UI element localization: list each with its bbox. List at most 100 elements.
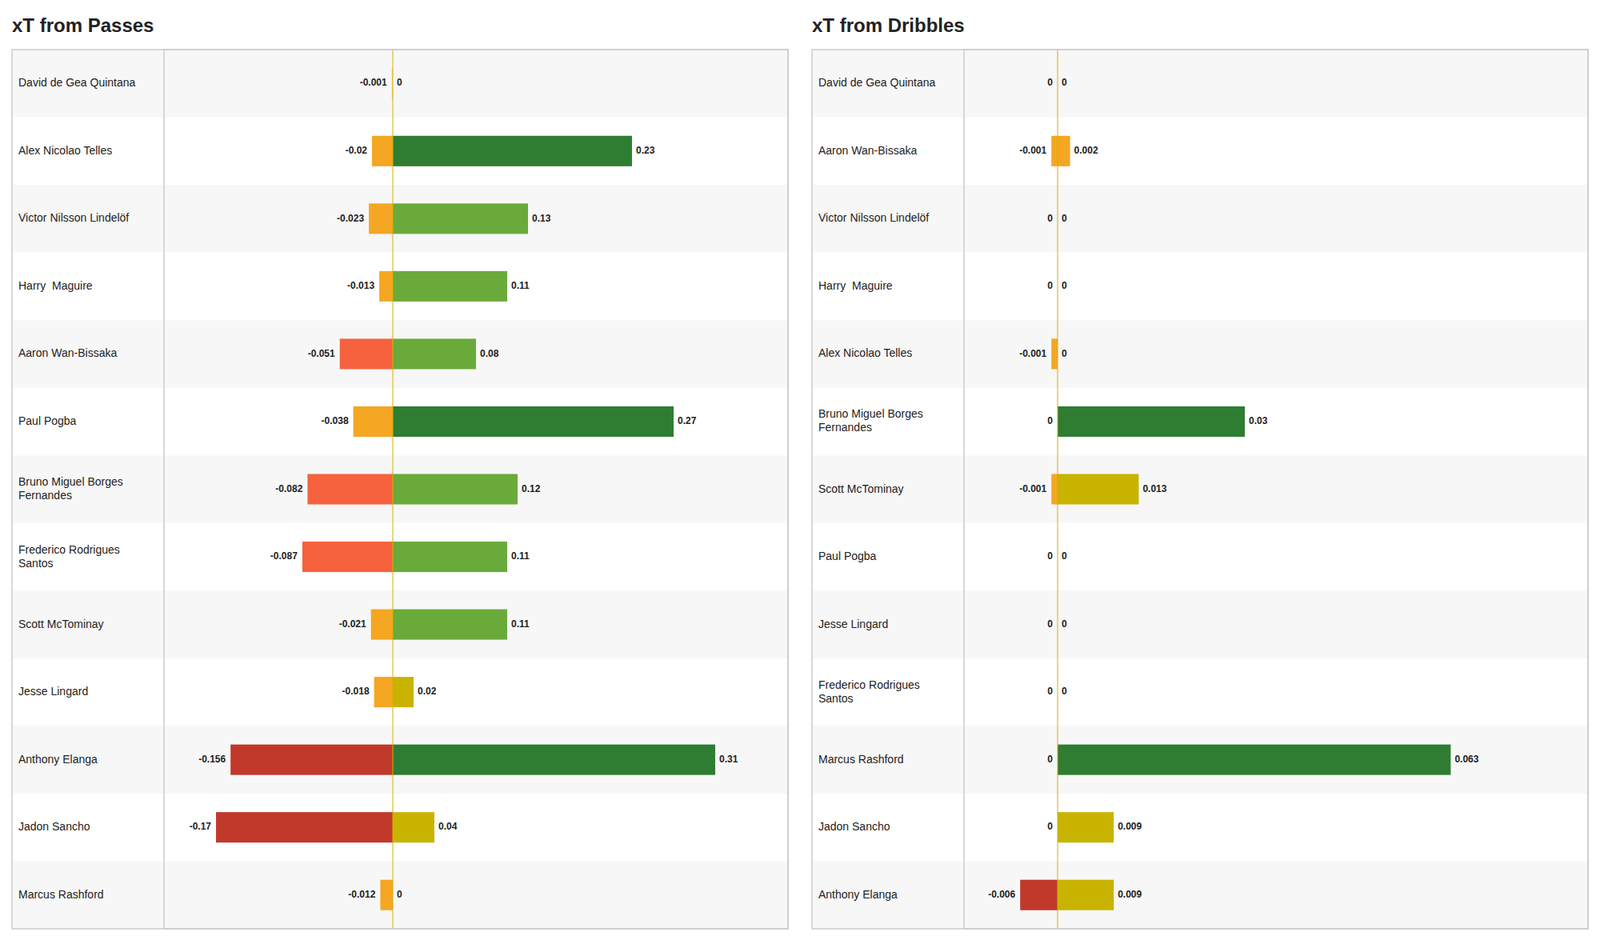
category-label: Jesse Lingard bbox=[18, 684, 88, 698]
category-label: Marcus Rashford bbox=[18, 887, 104, 900]
category-label-line: Paul Pogba bbox=[818, 549, 877, 563]
bar bbox=[1057, 406, 1245, 437]
data-label: 0.009 bbox=[1117, 888, 1142, 900]
data-label: -0.02 bbox=[345, 144, 368, 156]
data-label: 0.03 bbox=[1248, 415, 1268, 427]
category-label-line: Harry Maguire bbox=[18, 279, 93, 292]
row-background bbox=[12, 725, 788, 794]
data-label: 0.11 bbox=[511, 550, 530, 562]
chart-title: xT from Passes bbox=[12, 14, 154, 36]
category-label-line: Marcus Rashford bbox=[818, 752, 904, 765]
bar bbox=[392, 203, 528, 234]
category-label-line: David de Gea Quintana bbox=[18, 76, 136, 89]
bar bbox=[1057, 880, 1114, 911]
row-background bbox=[812, 725, 1588, 794]
data-label: -0.001 bbox=[1019, 483, 1047, 495]
data-label: -0.013 bbox=[347, 280, 375, 292]
bar bbox=[372, 136, 393, 167]
category-label: Paul Pogba bbox=[818, 549, 877, 563]
bar bbox=[230, 744, 393, 776]
data-label: 0 bbox=[1047, 550, 1053, 562]
row-background bbox=[12, 658, 788, 727]
bar bbox=[392, 812, 435, 843]
row-background bbox=[12, 388, 788, 456]
bar bbox=[353, 406, 393, 437]
bar bbox=[374, 676, 393, 708]
data-labels: -0.001 -0.02 -0.023 -0.013 -0.051 -0.038 -0.08… bbox=[189, 76, 739, 900]
category-label-line: Frederico Rodrigues bbox=[818, 677, 920, 691]
row-background bbox=[812, 49, 1588, 118]
data-label: 0.23 bbox=[636, 144, 656, 156]
row-background bbox=[12, 252, 788, 321]
bars bbox=[1020, 136, 1451, 911]
row-background bbox=[812, 455, 1588, 524]
data-label: -0.012 bbox=[348, 888, 376, 900]
data-label: -0.001 bbox=[360, 76, 388, 88]
data-label: 0 bbox=[396, 888, 403, 900]
category-label: David de Gea Quintana bbox=[818, 76, 936, 89]
category-label: Paul Pogba bbox=[18, 414, 77, 428]
data-label: 0 bbox=[1061, 618, 1068, 630]
data-label: 0.002 bbox=[1074, 144, 1099, 156]
row-background bbox=[812, 184, 1588, 253]
panel-border bbox=[12, 49, 788, 929]
chart-canvas: xT from Passes David de Gea Quintana Alex … bbox=[0, 0, 1600, 940]
category-label: Alex Nicolao Telles bbox=[818, 346, 912, 360]
data-label: -0.001 bbox=[1019, 348, 1047, 360]
category-label-line: Aaron Wan-Bissaka bbox=[818, 144, 917, 157]
row-background bbox=[812, 523, 1588, 592]
data-label: 0.013 bbox=[1142, 483, 1167, 495]
panel: xT from DribblesDavid de Gea QuintanaAar… bbox=[812, 14, 1588, 929]
category-label: Victor Nilsson Lindelöf bbox=[818, 211, 929, 224]
bar bbox=[1057, 812, 1114, 843]
data-label: 0.27 bbox=[677, 415, 697, 427]
category-label: Bruno Miguel BorgesFernandes bbox=[18, 475, 124, 502]
category-label-line: Victor Nilsson Lindelöf bbox=[818, 211, 929, 224]
row-background bbox=[812, 320, 1588, 388]
category-label: Jadon Sancho bbox=[818, 820, 891, 833]
category-label: Victor Nilsson Lindelöf bbox=[18, 211, 129, 224]
data-label: 0.04 bbox=[438, 820, 458, 832]
category-label-line: Scott McTominay bbox=[18, 616, 104, 630]
zero-line bbox=[1057, 49, 1059, 929]
data-label: -0.087 bbox=[270, 550, 298, 562]
data-labels: 0-0.00100-0.0010-0.00100000-0.00600.0020… bbox=[988, 76, 1480, 900]
data-label: -0.082 bbox=[275, 483, 303, 495]
data-label: -0.021 bbox=[339, 618, 367, 630]
category-label-line: Anthony Elanga bbox=[818, 887, 898, 900]
row-background bbox=[12, 590, 788, 659]
bar bbox=[392, 541, 508, 572]
category-label-line: Fernandes bbox=[818, 420, 872, 434]
category-label-line: Santos bbox=[18, 556, 54, 569]
data-label: 0 bbox=[1047, 820, 1053, 832]
row-background bbox=[12, 523, 788, 592]
bar bbox=[392, 136, 632, 167]
row-background bbox=[812, 388, 1588, 456]
category-label: Bruno Miguel BorgesFernandes bbox=[818, 407, 924, 434]
category-label-line: Paul Pogba bbox=[18, 414, 77, 428]
category-label-line: Santos bbox=[818, 691, 854, 704]
data-label: 0 bbox=[1047, 76, 1053, 88]
row-background bbox=[12, 860, 788, 929]
data-label: 0 bbox=[396, 76, 403, 88]
row-background bbox=[812, 793, 1588, 862]
bar bbox=[392, 473, 518, 504]
category-label-line: Jadon Sancho bbox=[18, 820, 91, 833]
data-label: 0 bbox=[1061, 212, 1068, 224]
data-label: 0 bbox=[1047, 415, 1053, 427]
data-label: 0 bbox=[1061, 685, 1068, 697]
zero-line bbox=[392, 49, 394, 929]
plot-frame bbox=[964, 49, 1588, 929]
category-label: Marcus Rashford bbox=[818, 752, 904, 765]
data-label: 0 bbox=[1061, 280, 1068, 292]
plot-frame bbox=[164, 49, 788, 929]
data-label: 0 bbox=[1061, 76, 1068, 88]
data-label: 0.12 bbox=[521, 483, 541, 495]
data-label: -0.051 bbox=[308, 348, 336, 360]
data-label: 0.009 bbox=[1117, 820, 1142, 832]
row-background bbox=[812, 252, 1588, 321]
row-background bbox=[12, 49, 788, 118]
data-label: -0.038 bbox=[321, 415, 349, 427]
category-label: Jadon Sancho bbox=[18, 820, 91, 833]
data-label: -0.023 bbox=[336, 212, 364, 224]
